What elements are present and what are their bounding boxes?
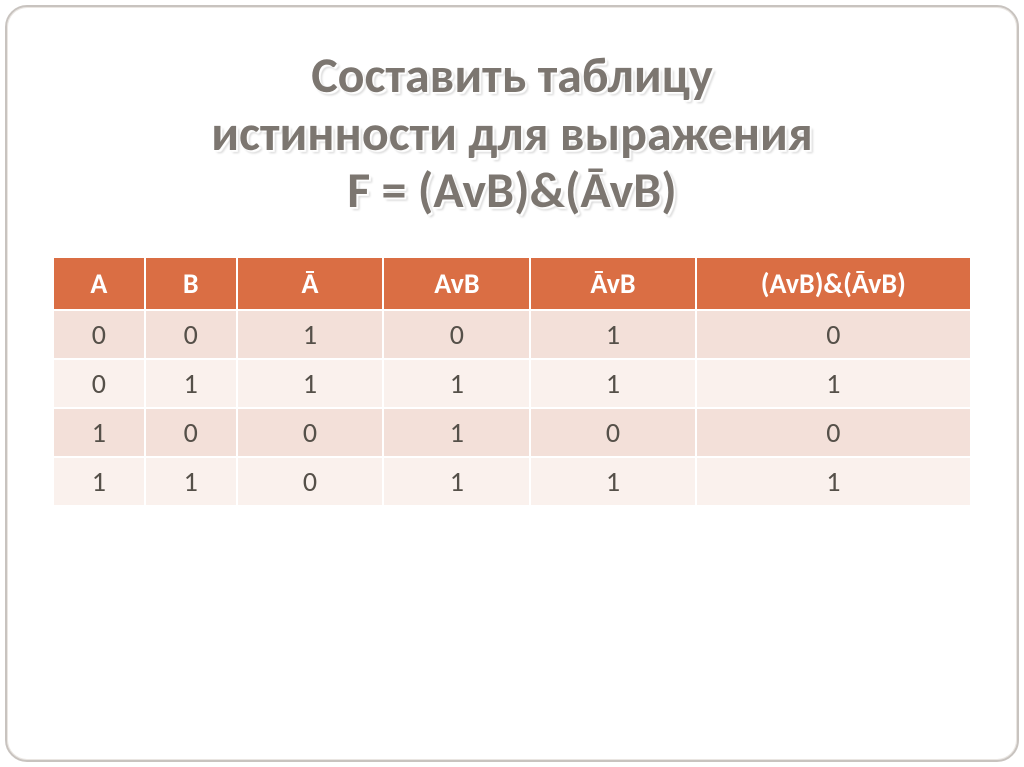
cell: 1: [530, 310, 695, 359]
table-header-row: A B Ā AvB ĀvB (AvB)&(ĀvB): [53, 257, 971, 310]
col-header-not-a: Ā: [237, 257, 384, 310]
slide-outer: Составить таблицу истинности для выражен…: [0, 0, 1024, 767]
table-row: 1 1 0 1 1 1: [53, 457, 971, 506]
cell: 1: [145, 457, 237, 506]
slide-title: Составить таблицу истинности для выражен…: [47, 47, 977, 220]
cell: 1: [383, 408, 530, 457]
truth-table-container: A B Ā AvB ĀvB (AvB)&(ĀvB) 0 0 1 0 1: [52, 256, 972, 507]
cell: 1: [145, 359, 237, 408]
cell: 1: [530, 359, 695, 408]
col-header-result: (AvB)&(ĀvB): [696, 257, 971, 310]
cell: 0: [145, 408, 237, 457]
cell: 0: [696, 408, 971, 457]
table-row: 0 1 1 1 1 1: [53, 359, 971, 408]
cell: 0: [530, 408, 695, 457]
cell: 1: [237, 359, 384, 408]
cell: 1: [53, 457, 145, 506]
table-row: 1 0 0 1 0 0: [53, 408, 971, 457]
cell: 0: [237, 408, 384, 457]
truth-table: A B Ā AvB ĀvB (AvB)&(ĀvB) 0 0 1 0 1: [52, 256, 972, 507]
title-line-3: F = (AvB)&(ĀvB): [347, 160, 677, 221]
cell: 0: [237, 457, 384, 506]
title-line-2: истинности для выражения: [211, 103, 813, 164]
cell: 1: [383, 457, 530, 506]
cell: 0: [383, 310, 530, 359]
cell: 0: [145, 310, 237, 359]
cell: 1: [237, 310, 384, 359]
cell: 1: [696, 359, 971, 408]
title-line-1: Составить таблицу: [311, 45, 713, 106]
table-row: 0 0 1 0 1 0: [53, 310, 971, 359]
cell: 1: [53, 408, 145, 457]
cell: 0: [53, 310, 145, 359]
slide-frame: Составить таблицу истинности для выражен…: [5, 5, 1019, 762]
cell: 1: [696, 457, 971, 506]
col-header-a: A: [53, 257, 145, 310]
col-header-b: B: [145, 257, 237, 310]
col-header-not-a-or-b: ĀvB: [530, 257, 695, 310]
cell: 0: [53, 359, 145, 408]
cell: 1: [530, 457, 695, 506]
cell: 0: [696, 310, 971, 359]
cell: 1: [383, 359, 530, 408]
col-header-a-or-b: AvB: [383, 257, 530, 310]
